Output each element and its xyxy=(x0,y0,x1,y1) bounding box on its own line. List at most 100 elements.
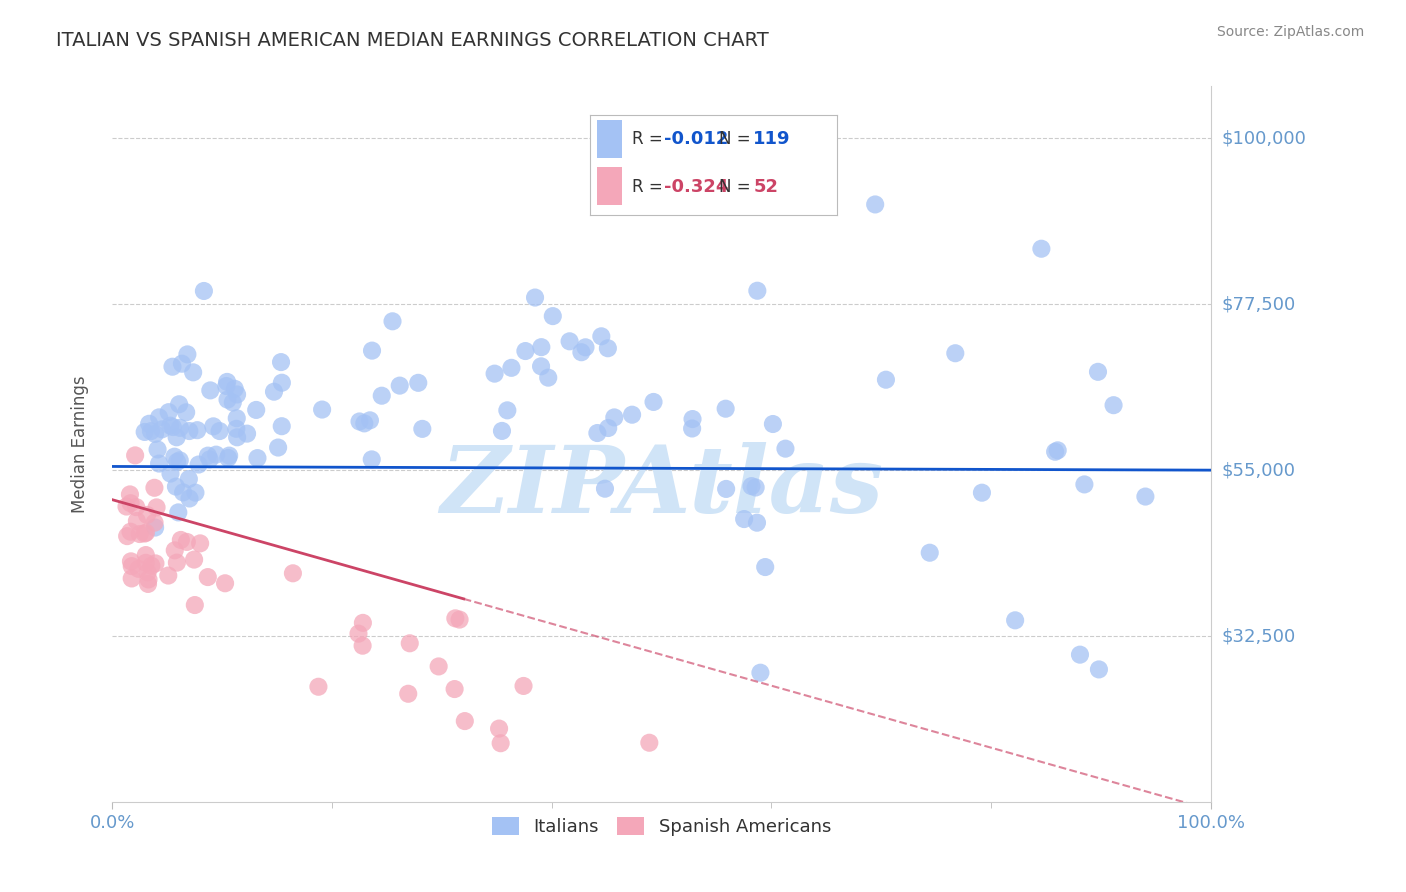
Point xyxy=(449,613,471,627)
Point xyxy=(347,626,370,640)
Point xyxy=(352,615,374,630)
Point xyxy=(1088,662,1111,676)
Point xyxy=(217,450,239,465)
Text: $100,000: $100,000 xyxy=(1222,129,1306,147)
Point xyxy=(169,421,191,435)
Point xyxy=(270,355,292,369)
Legend: Italians, Spanish Americans: Italians, Spanish Americans xyxy=(485,810,838,843)
Point xyxy=(134,526,156,541)
Point xyxy=(598,421,620,435)
Point xyxy=(179,424,201,438)
Point xyxy=(236,426,259,441)
Point xyxy=(121,559,143,574)
Point xyxy=(169,453,191,467)
Point xyxy=(270,419,292,434)
Point xyxy=(246,451,269,466)
Point xyxy=(198,452,221,467)
Point xyxy=(263,384,285,399)
Point xyxy=(174,405,197,419)
Point xyxy=(215,379,238,393)
Point xyxy=(143,481,166,495)
Point xyxy=(184,598,207,612)
Point xyxy=(349,415,371,429)
Point xyxy=(740,479,762,493)
Point xyxy=(179,491,201,506)
Point xyxy=(162,420,184,434)
Point xyxy=(593,482,616,496)
Point xyxy=(1102,398,1125,412)
Point xyxy=(621,408,644,422)
Point xyxy=(1073,477,1095,491)
Point xyxy=(170,357,193,371)
Point xyxy=(134,425,156,439)
Point xyxy=(970,485,993,500)
Point xyxy=(1087,365,1109,379)
Point xyxy=(197,449,219,463)
Point xyxy=(187,458,209,472)
Point xyxy=(172,485,194,500)
Point xyxy=(270,376,292,390)
Point xyxy=(128,562,150,576)
Point xyxy=(167,505,190,519)
Point xyxy=(311,402,333,417)
Point xyxy=(388,378,411,392)
Point xyxy=(225,411,247,425)
Point xyxy=(443,681,465,696)
Point xyxy=(208,424,231,438)
Point xyxy=(128,527,150,541)
Point xyxy=(162,359,184,374)
Text: $32,500: $32,500 xyxy=(1222,627,1296,645)
Point xyxy=(163,450,186,464)
Point xyxy=(596,341,619,355)
Point xyxy=(586,425,609,440)
Point xyxy=(166,556,188,570)
Point xyxy=(214,576,236,591)
Point xyxy=(157,405,180,419)
Point xyxy=(135,548,157,562)
Point xyxy=(749,665,772,680)
Point xyxy=(145,557,167,571)
Point xyxy=(352,639,374,653)
Point xyxy=(145,500,167,515)
Point xyxy=(184,485,207,500)
Point xyxy=(307,680,329,694)
Point xyxy=(218,449,240,463)
Point xyxy=(381,314,404,328)
Point xyxy=(120,524,142,539)
Point xyxy=(224,382,246,396)
Point xyxy=(747,284,769,298)
Point xyxy=(353,417,375,431)
Point xyxy=(120,554,142,568)
Point xyxy=(541,309,564,323)
Point xyxy=(427,659,450,673)
Point xyxy=(360,452,382,467)
Point xyxy=(530,340,553,354)
Point xyxy=(200,384,222,398)
Point xyxy=(512,679,534,693)
Point xyxy=(193,284,215,298)
Point xyxy=(444,611,467,625)
Point xyxy=(1031,242,1053,256)
Point xyxy=(188,536,211,550)
Point xyxy=(515,344,537,359)
Text: $77,500: $77,500 xyxy=(1222,295,1296,313)
Point xyxy=(138,417,160,431)
Point xyxy=(638,736,661,750)
Point xyxy=(157,568,180,582)
Point xyxy=(217,375,239,389)
Text: Source: ZipAtlas.com: Source: ZipAtlas.com xyxy=(1216,25,1364,39)
Point xyxy=(205,448,228,462)
Point xyxy=(226,387,249,401)
Point xyxy=(121,571,143,585)
Point xyxy=(733,512,755,526)
Point xyxy=(163,543,186,558)
Point xyxy=(454,714,477,728)
Point xyxy=(371,389,394,403)
Point xyxy=(124,449,146,463)
Point xyxy=(245,403,267,417)
Point xyxy=(1135,490,1157,504)
Point xyxy=(197,570,219,584)
Point xyxy=(159,467,181,481)
Point xyxy=(501,360,523,375)
Point xyxy=(135,525,157,540)
